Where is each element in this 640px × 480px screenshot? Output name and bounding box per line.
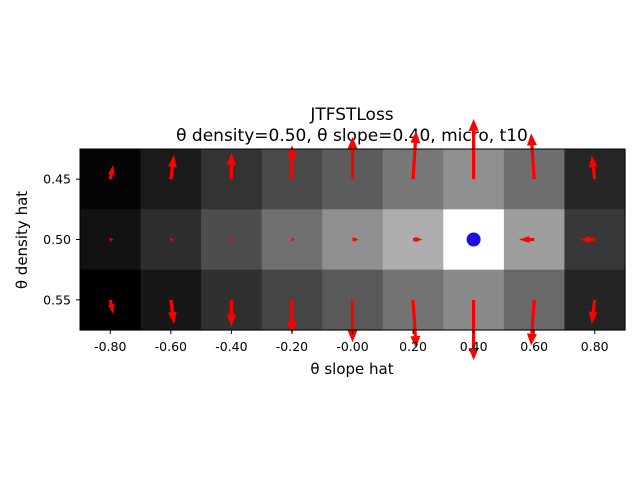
y-tick-label-2: 0.55 bbox=[43, 292, 71, 307]
gradient-arrows bbox=[108, 118, 598, 361]
gradient-arrow-r0-c8 bbox=[588, 155, 598, 180]
gradient-arrow-r0-c2 bbox=[226, 152, 237, 180]
x-tick-label-4: -0.00 bbox=[336, 339, 368, 354]
y-axis-label: θ density hat bbox=[13, 191, 31, 289]
target-marker-layer bbox=[466, 232, 481, 247]
gradient-arrow-r2-c3 bbox=[286, 299, 297, 334]
gradient-arrow-r2-c6 bbox=[468, 299, 479, 361]
x-tick-label-1: -0.60 bbox=[155, 339, 187, 354]
heatmap-cell-r0-c7 bbox=[503, 149, 566, 210]
gradient-arrow-r2-c4 bbox=[347, 299, 358, 343]
x-tick-label-0: -0.80 bbox=[94, 339, 126, 354]
gradient-arrow-r2-c0 bbox=[108, 299, 115, 315]
gradient-arrow-r1-c8 bbox=[579, 236, 595, 243]
gradient-arrow-r1-c5 bbox=[413, 236, 423, 243]
x-tick-label-2: -0.40 bbox=[215, 339, 247, 354]
gradient-arrow-r0-c6 bbox=[468, 118, 479, 180]
gradient-arrow-r0-c7 bbox=[526, 133, 537, 180]
gradient-arrow-r2-c1 bbox=[167, 299, 177, 324]
y-axis-ticks: 0.45 0.50 0.55 bbox=[43, 172, 80, 307]
y-tick-label-1: 0.50 bbox=[43, 232, 71, 247]
gradient-arrow-r1-c4 bbox=[352, 237, 359, 242]
heatmap-cell-r0-c1 bbox=[140, 149, 202, 210]
x-tick-label-8: 0.80 bbox=[581, 339, 609, 354]
x-tick-label-3: -0.20 bbox=[276, 339, 308, 354]
gradient-arrow-r0-c0 bbox=[108, 164, 115, 180]
heatmap-cell-r1-c7 bbox=[503, 209, 566, 271]
x-axis-ticks: -0.80 -0.60 -0.40 -0.20 -0.00 0.20 0.40 0.60 0.8… bbox=[94, 330, 609, 354]
gradient-arrow-r1-c3 bbox=[291, 237, 295, 242]
x-tick-label-6: 0.40 bbox=[460, 339, 488, 354]
heatmap-cell-r1-c8 bbox=[564, 209, 626, 271]
gradient-arrow-r1-c2 bbox=[230, 237, 235, 242]
gradient-arrow-r0-c1 bbox=[167, 155, 177, 180]
gradient-arrow-r1-c0 bbox=[109, 237, 114, 242]
heatmap-cell-r0-c8 bbox=[564, 149, 626, 210]
gradient-arrow-r2-c8 bbox=[588, 299, 598, 324]
gradient-arrow-r2-c2 bbox=[226, 299, 237, 327]
gradient-arrow-r0-c4 bbox=[347, 136, 358, 180]
x-axis-label: θ slope hat bbox=[310, 360, 393, 378]
target-point-marker bbox=[466, 232, 481, 247]
y-tick-label-0: 0.45 bbox=[43, 172, 71, 187]
x-tick-label-5: 0.20 bbox=[399, 339, 427, 354]
gradient-arrow-r1-c7 bbox=[519, 236, 535, 243]
heatmap-cell-r0-c0 bbox=[80, 149, 142, 210]
chart-title: JTFSTLoss bbox=[309, 105, 393, 125]
gradient-arrow-r1-c1 bbox=[170, 237, 174, 242]
chart-subtitle: θ density=0.50, θ slope=0.40, micro, t10 bbox=[176, 126, 528, 146]
gradient-arrow-r0-c3 bbox=[286, 145, 297, 180]
gradient-arrow-r2-c7 bbox=[526, 299, 537, 346]
x-tick-label-7: 0.60 bbox=[520, 339, 548, 354]
